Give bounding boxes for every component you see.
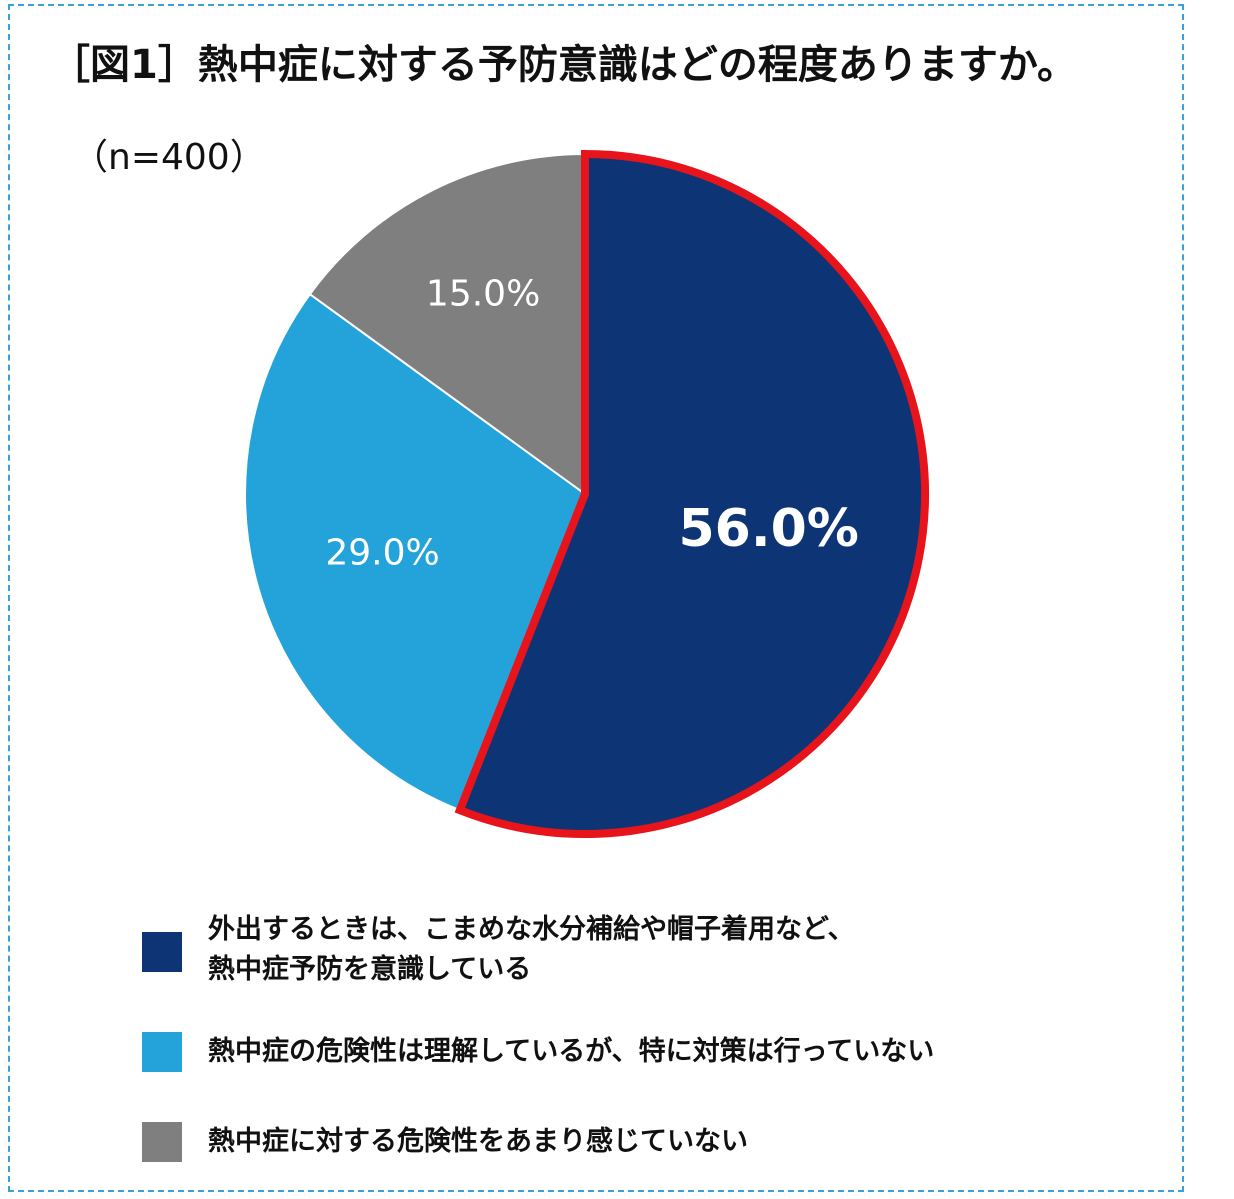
legend-label-not-concerned: 熱中症に対する危険性をあまり感じていない (208, 1126, 748, 1157)
pie-label-conscious: 56.0% (678, 499, 858, 559)
legend-label-conscious: 外出するときは、こまめな水分補給や帽子着用など、 熱中症予防を意識している (208, 910, 855, 990)
sample-size-label: （n=400） (72, 137, 266, 178)
legend-swatch-not-concerned (142, 1122, 182, 1162)
pie-label-aware-no-action: 29.0% (325, 532, 439, 573)
pie-slice-aware-no-action (244, 292, 587, 812)
pie-slice-highlight-outline (454, 149, 929, 838)
pie-label-not-concerned: 15.0% (426, 274, 540, 315)
pie-slice-not-concerned (308, 152, 586, 496)
legend-swatch-aware-no-action (142, 1032, 182, 1072)
legend-label-conscious-line2: 熱中症予防を意識している (208, 954, 532, 985)
legend-item-not-concerned: 熱中症に対する危険性をあまり感じていない (142, 1122, 748, 1162)
chart-title: ［図1］熱中症に対する予防意識はどの程度ありますか。 (50, 42, 1078, 88)
legend-label-conscious-line1: 外出するときは、こまめな水分補給や帽子着用など、 (208, 914, 855, 945)
legend-label-aware-no-action: 熱中症の危険性は理解しているが、特に対策は行っていない (208, 1036, 935, 1067)
legend-item-aware-no-action: 熱中症の危険性は理解しているが、特に対策は行っていない (142, 1032, 934, 1072)
legend-swatch-conscious (142, 932, 182, 972)
legend-item-conscious: 外出するときは、こまめな水分補給や帽子着用など、 熱中症予防を意識している (142, 914, 855, 990)
chart-frame (8, 4, 1184, 1192)
